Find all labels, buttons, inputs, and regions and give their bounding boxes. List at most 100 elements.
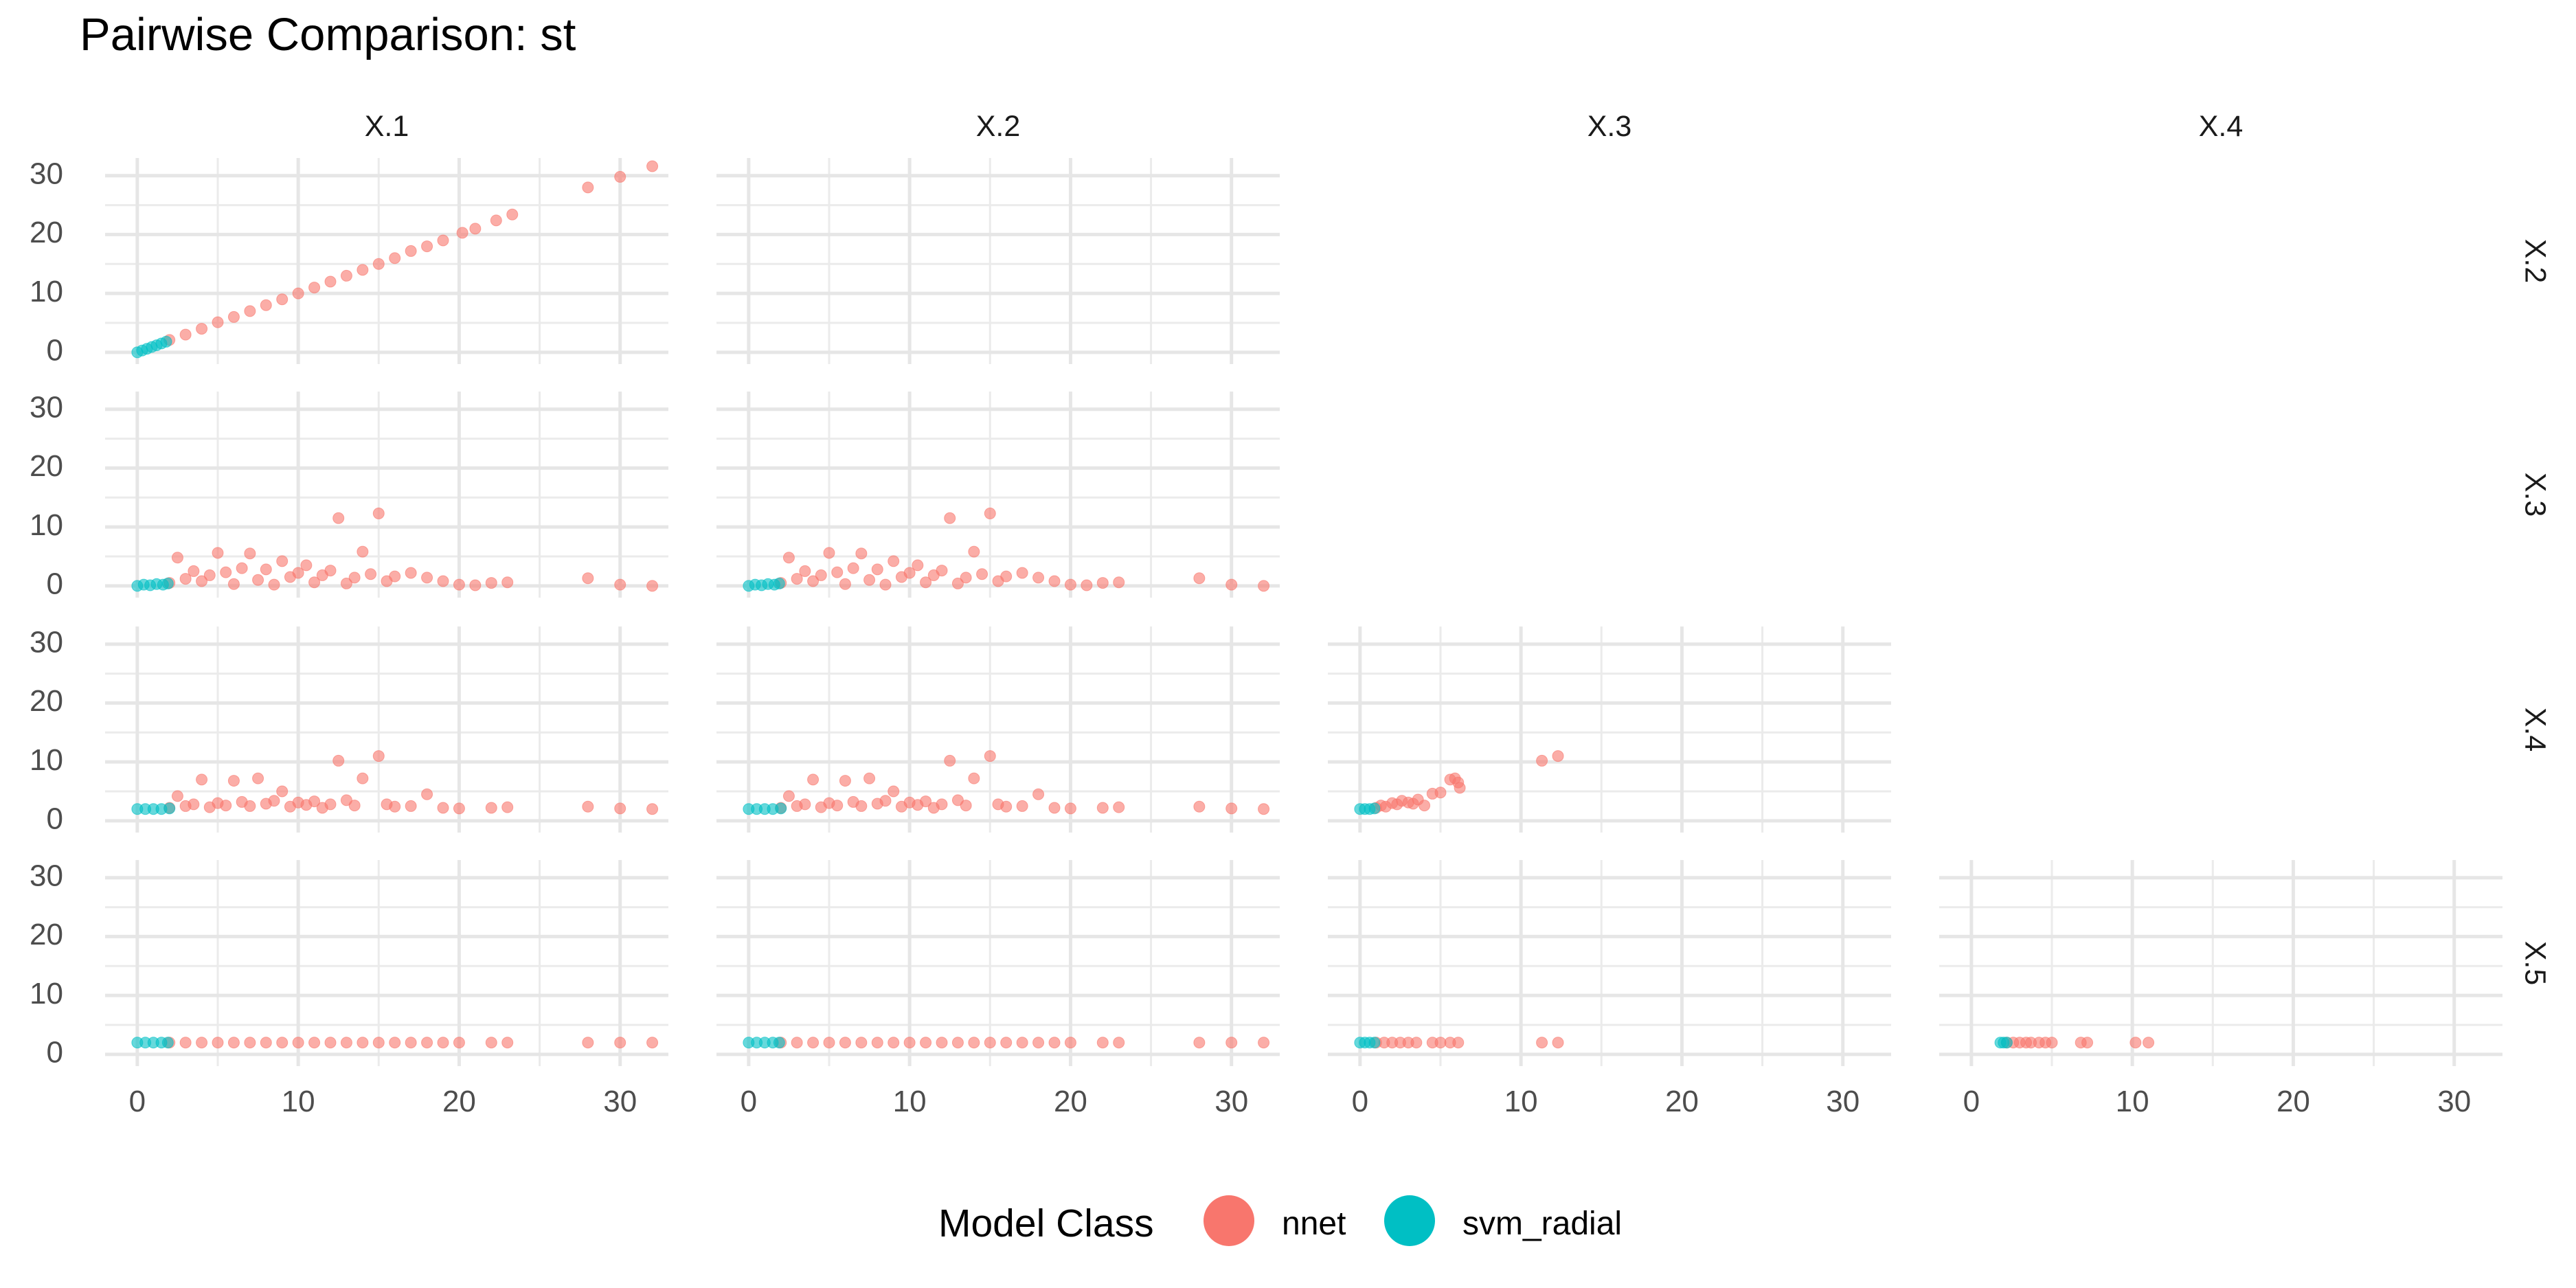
point-nnet — [437, 802, 449, 814]
point-nnet — [340, 1037, 352, 1049]
point-nnet — [936, 565, 948, 577]
point-nnet — [903, 1037, 916, 1049]
point-svm-radial — [773, 577, 785, 589]
point-nnet — [976, 568, 988, 580]
point-nnet — [437, 1037, 449, 1049]
point-nnet — [1016, 567, 1028, 579]
point-nnet — [888, 555, 900, 567]
point-nnet — [1113, 576, 1125, 589]
point-nnet — [871, 563, 883, 576]
point-nnet — [260, 1037, 272, 1049]
point-nnet — [951, 577, 964, 589]
point-nnet — [171, 790, 183, 802]
point-nnet — [903, 567, 916, 579]
point-nnet — [244, 800, 256, 812]
point-nnet — [1225, 802, 1238, 815]
point-nnet — [332, 754, 345, 767]
point-nnet — [2143, 1037, 2155, 1049]
point-nnet — [276, 555, 289, 567]
point-nnet — [1225, 1037, 1238, 1049]
y-tick-label: 10 — [30, 508, 63, 542]
point-nnet — [227, 1037, 240, 1049]
point-nnet — [389, 800, 401, 813]
point-nnet — [372, 1037, 385, 1049]
facet-row-label: X.2 — [2519, 239, 2552, 284]
point-nnet — [863, 772, 876, 784]
point-nnet — [1419, 800, 1431, 812]
point-nnet — [340, 577, 352, 589]
point-nnet — [1048, 802, 1061, 814]
point-nnet — [389, 570, 401, 583]
point-nnet — [365, 568, 377, 580]
y-tick-label: 20 — [30, 449, 63, 483]
point-nnet — [1032, 572, 1045, 584]
x-tick-label: 20 — [1665, 1085, 1699, 1118]
point-nnet — [227, 775, 240, 787]
point-nnet — [863, 574, 876, 586]
point-nnet — [485, 802, 497, 814]
y-tick-label: 0 — [47, 802, 63, 835]
x-tick-label: 0 — [741, 1085, 757, 1118]
x-tick-label: 20 — [442, 1085, 476, 1118]
point-nnet — [984, 750, 996, 762]
point-nnet — [888, 785, 900, 798]
point-nnet — [582, 572, 594, 585]
point-nnet — [260, 563, 272, 576]
facet-row-label: X.4 — [2519, 708, 2552, 752]
point-nnet — [389, 1037, 401, 1049]
point-nnet — [1096, 1037, 1109, 1049]
point-nnet — [421, 788, 433, 800]
point-nnet — [984, 507, 996, 519]
point-nnet — [582, 181, 594, 194]
point-svm-radial — [775, 802, 787, 815]
point-nnet — [203, 569, 216, 581]
point-nnet — [1536, 1037, 1548, 1049]
point-nnet — [188, 798, 200, 811]
point-nnet — [823, 547, 835, 559]
point-nnet — [244, 547, 256, 560]
point-nnet — [1454, 782, 1466, 794]
point-nnet — [1193, 800, 1206, 813]
y-tick-label: 0 — [47, 567, 63, 600]
point-nnet — [292, 1037, 304, 1049]
point-nnet — [951, 794, 964, 806]
point-nnet — [646, 580, 659, 592]
x-tick-label: 10 — [282, 1085, 315, 1118]
point-nnet — [220, 566, 232, 578]
point-svm-radial — [1368, 802, 1381, 815]
point-nnet — [357, 264, 369, 276]
point-nnet — [1552, 1037, 1564, 1049]
x-tick-label: 10 — [1504, 1085, 1538, 1118]
point-nnet — [855, 800, 868, 812]
point-nnet — [196, 773, 208, 786]
point-nnet — [646, 160, 659, 172]
x-tick-label: 30 — [1826, 1085, 1860, 1118]
point-nnet — [839, 578, 851, 590]
point-nnet — [501, 801, 514, 813]
point-nnet — [831, 566, 844, 578]
point-nnet — [831, 800, 844, 812]
point-nnet — [968, 545, 980, 558]
point-nnet — [252, 574, 264, 586]
point-nnet — [1113, 801, 1125, 813]
point-nnet — [357, 772, 369, 784]
point-nnet — [1000, 570, 1013, 583]
x-tick-label: 20 — [1054, 1085, 1087, 1118]
point-nnet — [782, 790, 795, 802]
chart-title: Pairwise Comparison: st — [80, 9, 576, 60]
point-nnet — [437, 575, 449, 587]
point-nnet — [332, 512, 345, 524]
point-nnet — [1032, 1037, 1045, 1049]
point-nnet — [171, 552, 183, 564]
point-nnet — [469, 223, 482, 235]
point-nnet — [188, 565, 200, 577]
point-nnet — [1258, 803, 1270, 815]
point-svm-radial — [1368, 1037, 1381, 1049]
point-nnet — [968, 1037, 980, 1049]
facet-row-label: X.5 — [2519, 941, 2552, 986]
point-nnet — [920, 1037, 932, 1049]
point-nnet — [292, 287, 304, 300]
point-nnet — [456, 227, 468, 239]
point-nnet — [212, 1037, 224, 1049]
point-nnet — [839, 775, 851, 787]
